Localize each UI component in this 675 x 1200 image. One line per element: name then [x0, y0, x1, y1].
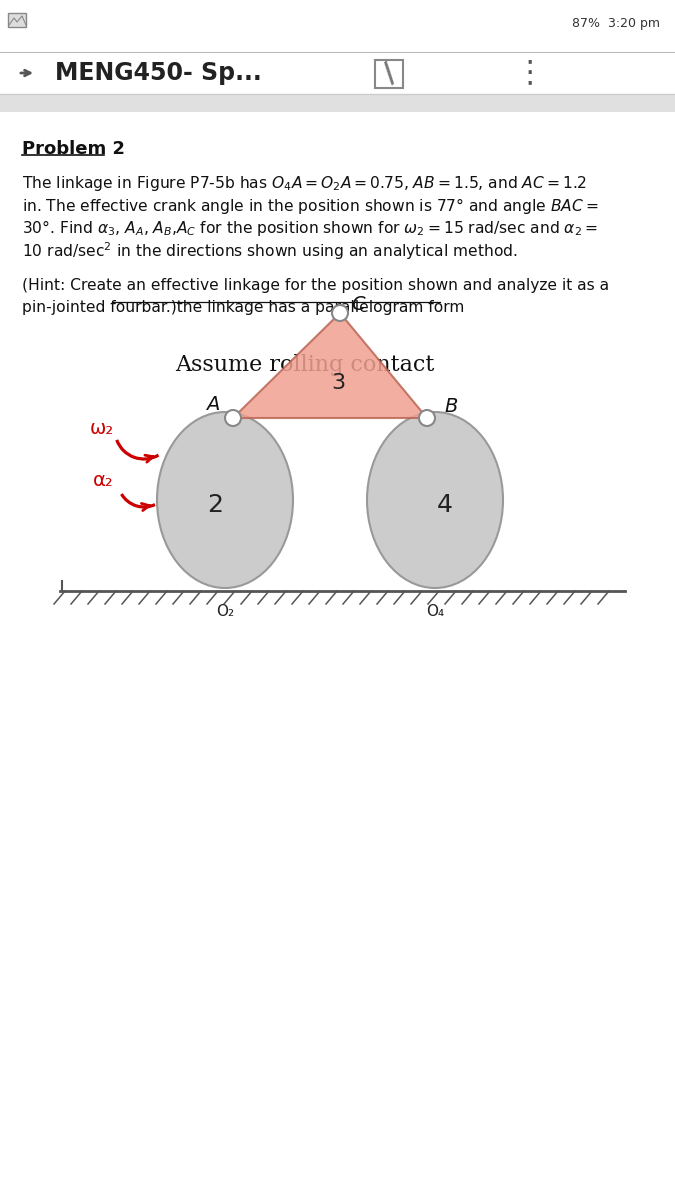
Polygon shape [233, 313, 427, 418]
Text: ⋮: ⋮ [515, 59, 545, 88]
Circle shape [225, 410, 241, 426]
Circle shape [332, 305, 348, 320]
Circle shape [419, 410, 435, 426]
Ellipse shape [367, 412, 503, 588]
Text: O₄: O₄ [426, 604, 444, 619]
Text: MENG450- Sp...: MENG450- Sp... [55, 61, 262, 85]
Text: (Hint: Create an effective linkage for the position shown and analyze it as a: (Hint: Create an effective linkage for t… [22, 278, 609, 293]
Text: O₂: O₂ [216, 604, 234, 619]
Text: α₂: α₂ [93, 472, 114, 491]
Text: 2: 2 [207, 493, 223, 517]
Text: The linkage in Figure P7-5b has $O_4A = O_2A = 0.75$, $AB = 1.5$, and $AC = 1.2$: The linkage in Figure P7-5b has $O_4A = … [22, 174, 587, 193]
Text: Assume rolling contact: Assume rolling contact [175, 354, 435, 376]
Bar [375, 60, 403, 88]
Text: 3: 3 [331, 373, 346, 392]
Text: in. The effective crank angle in the position shown is 77$\degree$ and angle $BA: in. The effective crank angle in the pos… [22, 196, 599, 216]
Text: B: B [444, 396, 458, 415]
Text: Problem 2: Problem 2 [22, 140, 125, 158]
Text: ω₂: ω₂ [90, 419, 114, 438]
Bar [0, 94, 675, 112]
Text: 10 rad/sec$^2$ in the directions shown using an analytical method.: 10 rad/sec$^2$ in the directions shown u… [22, 240, 518, 262]
Text: A: A [207, 395, 219, 414]
Text: 87%  3:20 pm: 87% 3:20 pm [572, 17, 660, 30]
Text: 4: 4 [437, 493, 453, 517]
Text: pin-jointed fourbar.)the linkage has a parallelogram form: pin-jointed fourbar.)the linkage has a p… [22, 300, 464, 314]
Text: /: / [378, 59, 402, 88]
Bar [8, 13, 26, 26]
Text: C: C [351, 295, 364, 314]
Text: 30$\degree$. Find $\alpha_3$, $A_A$, $A_B$,$A_C$ for the position shown for $\om: 30$\degree$. Find $\alpha_3$, $A_A$, $A_… [22, 218, 598, 238]
Ellipse shape [157, 412, 293, 588]
